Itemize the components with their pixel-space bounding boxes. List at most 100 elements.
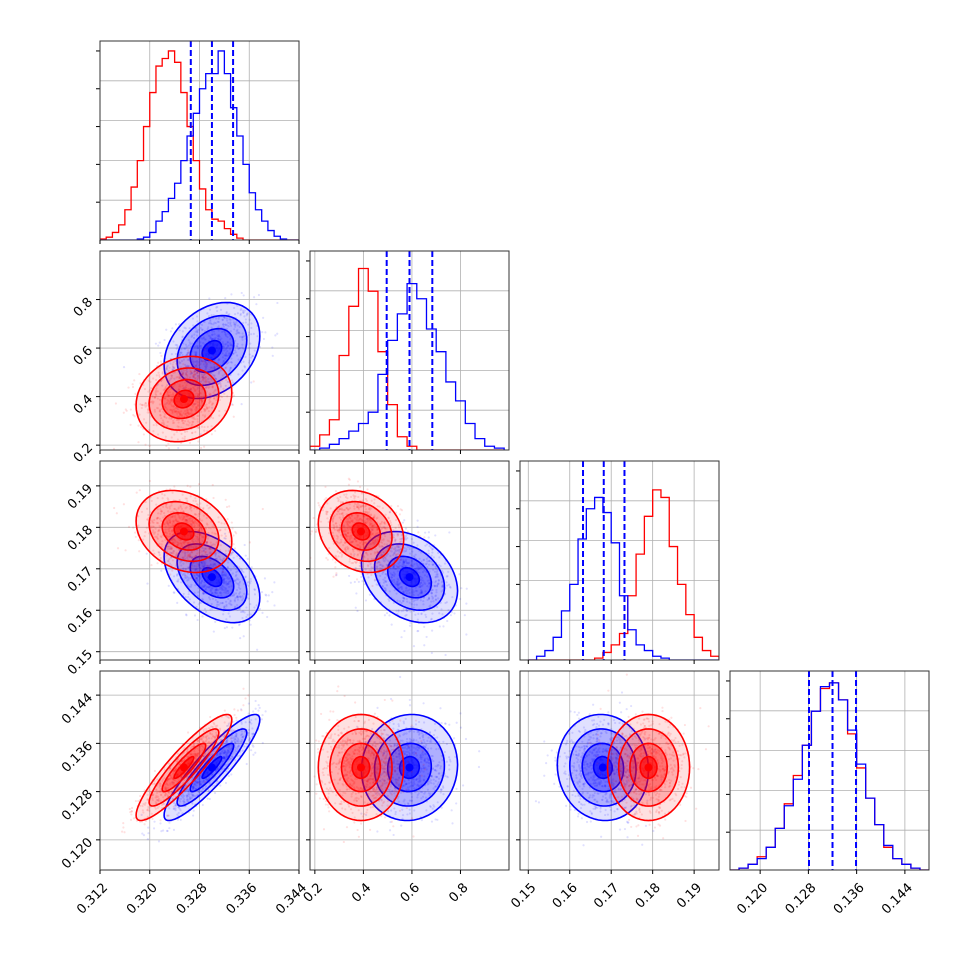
scatter-point — [356, 480, 360, 483]
scatter-point — [419, 585, 422, 589]
scatter-point — [184, 386, 187, 389]
scatter-point — [370, 566, 373, 569]
scatter-point — [357, 508, 360, 511]
scatter-point — [380, 545, 383, 548]
scatter-point — [144, 402, 147, 405]
scatter-point — [201, 584, 204, 587]
scatter-point — [261, 741, 264, 745]
scatter-point — [402, 560, 405, 564]
scatter-point — [212, 543, 215, 546]
scatter-point — [360, 575, 363, 579]
scatter-point — [185, 387, 188, 390]
scatter-point — [196, 370, 199, 373]
scatter-point — [209, 545, 212, 548]
scatter-point — [224, 587, 228, 591]
scatter-point — [248, 619, 251, 622]
scatter-point — [158, 398, 162, 401]
scatter-point — [227, 361, 230, 364]
scatter-point — [194, 397, 197, 400]
scatter-point — [426, 560, 429, 563]
scatter-point — [201, 561, 204, 564]
scatter-point — [244, 576, 247, 579]
scatter-point — [236, 594, 239, 598]
scatter-point — [206, 797, 209, 800]
scatter-point — [228, 318, 231, 321]
scatter-point — [209, 377, 212, 380]
scatter-point — [370, 557, 373, 561]
scatter-point — [234, 596, 237, 600]
scatter-point — [155, 535, 158, 538]
scatter-point — [205, 553, 209, 557]
scatter-point — [396, 587, 400, 590]
scatter-point — [221, 342, 224, 346]
scatter-point — [375, 517, 378, 520]
scatter-point — [183, 409, 187, 413]
scatter-point — [223, 373, 226, 376]
scatter-point — [160, 417, 163, 420]
scatter-point — [334, 561, 337, 564]
scatter-point — [347, 527, 350, 530]
scatter-point — [140, 510, 144, 513]
scatter-point — [215, 589, 218, 592]
scatter-point — [168, 505, 171, 508]
scatter-point — [169, 547, 172, 550]
scatter-point — [388, 614, 391, 617]
scatter-point — [204, 361, 207, 364]
scatter-point — [201, 376, 204, 379]
scatter-point — [393, 567, 396, 570]
scatter-point — [185, 353, 188, 356]
scatter-point — [191, 423, 194, 426]
scatter-point — [359, 552, 362, 555]
scatter-point — [381, 565, 384, 568]
scatter-point — [208, 297, 211, 300]
scatter-point — [360, 565, 363, 568]
scatter-point — [203, 408, 206, 411]
scatter-point — [388, 599, 391, 602]
scatter-point — [152, 521, 155, 524]
scatter-point — [159, 413, 162, 417]
scatter-point — [243, 611, 246, 614]
scatter-point — [409, 610, 412, 613]
scatter-point — [335, 573, 338, 576]
scatter-point — [350, 534, 353, 537]
scatter-point — [194, 327, 197, 330]
scatter-point — [341, 511, 344, 515]
scatter-point — [173, 541, 176, 544]
scatter-point — [178, 542, 181, 545]
scatter-point — [194, 521, 197, 524]
scatter-point — [436, 583, 439, 586]
scatter-point — [187, 521, 190, 524]
scatter-point — [218, 591, 222, 595]
scatter-point — [346, 520, 349, 523]
scatter-point — [185, 519, 188, 522]
scatter-point — [204, 563, 207, 567]
scatter-point — [198, 371, 201, 374]
scatter-point — [404, 527, 408, 530]
scatter-point — [392, 528, 395, 532]
scatter-point — [346, 524, 349, 527]
scatter-point — [169, 330, 173, 333]
scatter-point — [213, 337, 216, 340]
scatter-point — [154, 342, 158, 345]
scatter-point — [382, 539, 385, 542]
scatter-point — [399, 558, 402, 562]
scatter-point — [233, 598, 236, 602]
scatter-point — [205, 403, 208, 406]
scatter-point — [371, 566, 374, 569]
scatter-point — [331, 519, 334, 522]
scatter-point — [348, 558, 352, 561]
scatter-point — [172, 519, 175, 522]
scatter-point — [375, 526, 379, 529]
scatter-point — [211, 402, 215, 405]
scatter-point — [381, 506, 384, 510]
scatter-point — [213, 396, 216, 400]
scatter-point — [201, 803, 204, 807]
scatter-point — [339, 507, 342, 511]
scatter-point — [198, 544, 201, 547]
scatter-point — [446, 575, 449, 578]
scatter-point — [208, 506, 212, 509]
scatter-point — [193, 569, 197, 572]
scatter-point — [197, 574, 200, 577]
scatter-point — [183, 541, 186, 544]
